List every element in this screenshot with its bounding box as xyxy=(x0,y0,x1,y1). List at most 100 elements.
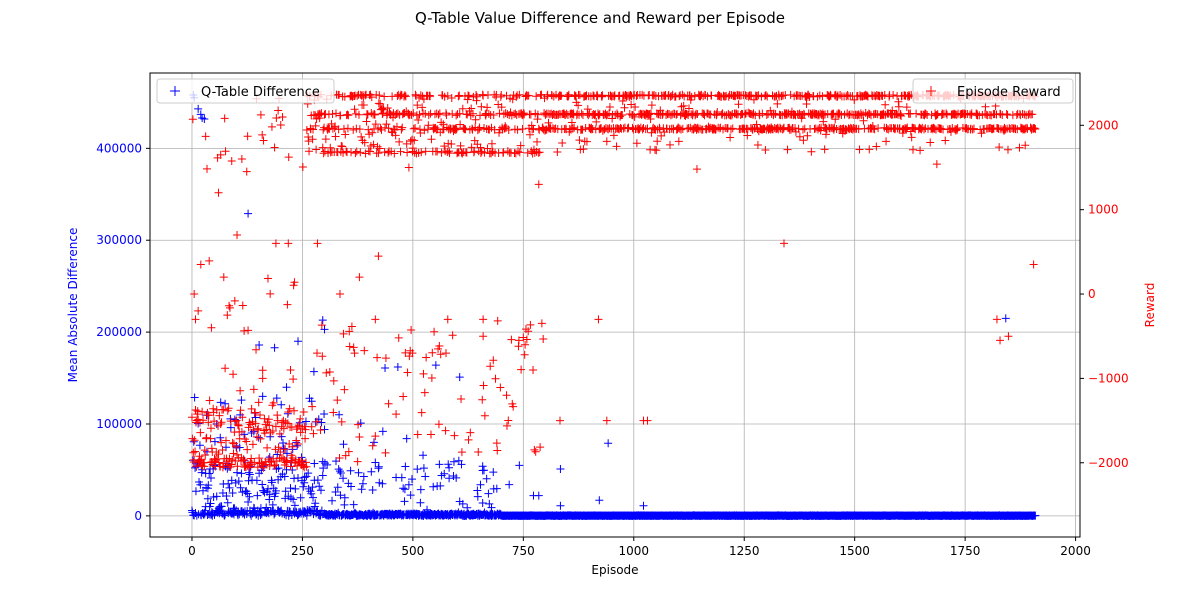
q-diff-point xyxy=(272,394,281,403)
q-diff-point xyxy=(259,486,268,495)
q-diff-point xyxy=(378,479,387,488)
q-diff-point xyxy=(449,457,458,466)
q-diff-point xyxy=(340,500,349,509)
q-diff-point xyxy=(320,409,329,418)
q-diff-point xyxy=(282,449,291,458)
x-tick-label: 750 xyxy=(512,544,535,558)
q-diff-point xyxy=(354,468,363,477)
q-diff-point xyxy=(296,493,305,502)
q-diff-point xyxy=(336,491,345,500)
q-diff-point xyxy=(190,393,199,402)
q-diff-point xyxy=(225,483,234,492)
q-diff-point xyxy=(489,468,498,477)
q-diff-point xyxy=(401,462,410,471)
q-diff-point xyxy=(189,437,198,446)
q-diff-point xyxy=(315,482,324,491)
q-diff-point xyxy=(267,478,276,487)
q-diff-point xyxy=(203,494,212,503)
q-diff-point xyxy=(302,472,311,481)
q-diff-point xyxy=(336,468,345,477)
legend-q-table-label: Q-Table Difference xyxy=(201,85,320,100)
q-diff-point xyxy=(316,486,325,495)
y-right-axis-label: Reward xyxy=(1143,283,1157,328)
q-diff-point xyxy=(359,472,368,481)
q-diff-point xyxy=(290,501,299,510)
q-diff-point xyxy=(413,465,422,474)
x-tick-label: 0 xyxy=(188,544,196,558)
q-diff-point xyxy=(244,497,253,506)
y-left-tick-label: 400000 xyxy=(96,141,142,155)
q-diff-point xyxy=(286,484,295,493)
q-diff-point xyxy=(234,477,243,486)
q-diff-point xyxy=(419,464,428,473)
q-diff-point xyxy=(339,474,348,483)
q-diff-point xyxy=(253,491,262,500)
q-diff-point xyxy=(191,487,200,496)
q-diff-point xyxy=(196,480,205,489)
y-right-tick-label: −1000 xyxy=(1088,371,1129,385)
q-diff-point xyxy=(205,469,214,478)
q-diff-point xyxy=(206,474,215,483)
y-left-axis-label: Mean Absolute Difference xyxy=(66,228,80,383)
legend-q-table: Q-Table Difference xyxy=(156,78,335,104)
q-diff-point xyxy=(400,485,409,494)
y-right-tick-label: −2000 xyxy=(1088,456,1129,470)
q-diff-point xyxy=(280,472,289,481)
q-diff-point xyxy=(265,490,274,499)
y-left-tick-label: 0 xyxy=(134,509,142,523)
q-diff-point xyxy=(397,473,406,482)
q-diff-point xyxy=(308,483,317,492)
q-diff-point xyxy=(416,485,425,494)
q-diff-point xyxy=(245,492,254,501)
q-diff-point xyxy=(288,466,297,475)
q-diff-point xyxy=(236,483,245,492)
q-diff-point xyxy=(191,463,200,472)
q-diff-point xyxy=(263,484,272,493)
q-diff-point xyxy=(271,486,280,495)
q-diff-point xyxy=(371,458,380,467)
y-left-tick-label: 200000 xyxy=(96,325,142,339)
q-diff-point xyxy=(400,497,409,506)
q-diff-point xyxy=(313,476,322,485)
q-diff-point xyxy=(299,482,308,491)
q-diff-point xyxy=(311,499,320,508)
q-diff-point xyxy=(223,498,232,507)
q-diff-point xyxy=(230,415,239,424)
q-diff-point xyxy=(346,466,355,475)
q-diff-point xyxy=(317,418,326,427)
q-diff-point xyxy=(256,504,265,513)
y-right-tick-label: 0 xyxy=(1088,287,1096,301)
q-diff-point xyxy=(349,500,358,509)
legend-episode-reward-label: Episode Reward xyxy=(957,85,1061,100)
q-diff-point xyxy=(301,417,310,426)
legend-episode-reward: Episode Reward xyxy=(912,78,1074,104)
q-diff-point xyxy=(480,466,489,475)
q-diff-point xyxy=(195,441,204,450)
x-tick-label: 1250 xyxy=(729,544,760,558)
q-diff-point xyxy=(482,474,491,483)
x-tick-label: 500 xyxy=(401,544,424,558)
chart-title: Q-Table Value Difference and Reward per … xyxy=(415,9,785,27)
x-tick-label: 1500 xyxy=(839,544,870,558)
q-diff-point xyxy=(445,463,454,472)
x-tick-label: 2000 xyxy=(1060,544,1091,558)
x-tick-label: 250 xyxy=(291,544,314,558)
q-diff-point xyxy=(244,476,253,485)
q-diff-point xyxy=(216,398,225,407)
q-diff-point xyxy=(368,485,377,494)
q-diff-point xyxy=(256,511,265,520)
q-diff-point xyxy=(340,493,349,502)
q-diff-point xyxy=(328,496,337,505)
q-diff-point xyxy=(416,498,425,507)
q-diff-point xyxy=(404,480,413,489)
q-diff-point xyxy=(230,504,239,513)
q-diff-point xyxy=(237,469,246,478)
q-diff-point xyxy=(210,437,219,446)
q-diff-point xyxy=(228,488,237,497)
q-diff-point xyxy=(309,493,318,502)
x-axis-label: Episode xyxy=(591,563,638,577)
q-diff-point xyxy=(212,492,221,501)
q-diff-point xyxy=(252,476,261,485)
q-diff-point xyxy=(291,484,300,493)
